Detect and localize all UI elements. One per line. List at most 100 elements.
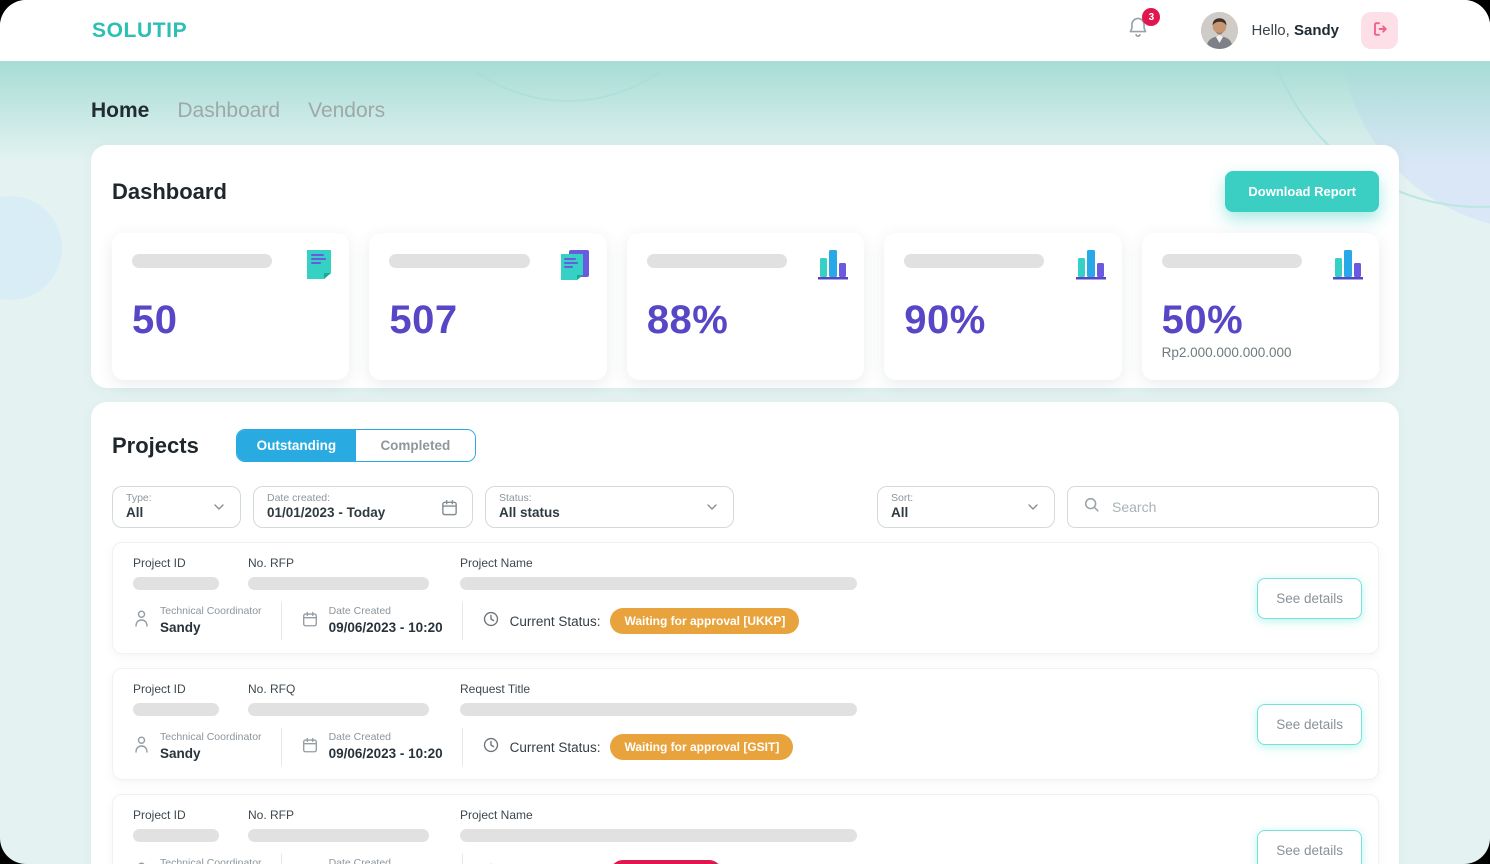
- filter-value: 01/01/2023 - Today: [267, 505, 386, 521]
- divider: [461, 854, 463, 864]
- skeleton-bar: [904, 254, 1045, 268]
- project-name-label: Project Name: [460, 808, 533, 822]
- coordinator-meta: Technical Coordinator Sandy: [133, 731, 262, 762]
- nav-item-dashboard[interactable]: Dashboard: [177, 99, 281, 122]
- tab-outstanding[interactable]: Outstanding: [236, 430, 356, 461]
- filter-label: Type:: [126, 492, 152, 504]
- see-details-button[interactable]: See details: [1257, 577, 1362, 619]
- stat-cards-row: 50 507: [112, 233, 1380, 380]
- project-row: Project ID No. RFP Project Name: [112, 542, 1379, 654]
- stat-value: 88%: [646, 298, 729, 342]
- clock-icon: [482, 610, 500, 633]
- nav-item-vendors[interactable]: Vendors: [308, 99, 386, 122]
- filter-value: All: [126, 505, 144, 521]
- date-created-value: 09/06/2023 - 10:20: [328, 746, 443, 762]
- coordinator-name: Sandy: [160, 746, 201, 762]
- current-status-group: Current Status: Cancel Project: [482, 860, 722, 864]
- skeleton-bar: [646, 254, 787, 268]
- dashboard-panel-header: Dashboard Download Report: [112, 171, 1379, 212]
- user-greeting: Hello, Sandy: [1251, 22, 1339, 39]
- projects-panel: Projects Outstanding Completed Type: All: [91, 402, 1399, 864]
- top-bar: SOLUTIP 3: [0, 0, 1490, 61]
- date-created-filter[interactable]: Date created: 01/01/2023 - Today: [253, 486, 473, 528]
- calendar-icon: [430, 498, 459, 517]
- date-created-label: Date Created: [328, 857, 392, 864]
- see-details-button[interactable]: See details: [1257, 703, 1362, 745]
- status-badge: Waiting for approval [GSIT]: [610, 734, 794, 760]
- project-id-label: Project ID: [133, 682, 186, 696]
- search-input[interactable]: [1112, 499, 1363, 515]
- coordinator-meta: Technical Coordinator Sandy: [133, 857, 262, 864]
- download-report-button[interactable]: Download Report: [1225, 171, 1379, 212]
- bar-chart-icon: [818, 248, 849, 285]
- project-id-label: Project ID: [133, 556, 186, 570]
- stat-card: 90%: [884, 233, 1122, 380]
- divider: [461, 728, 463, 766]
- skeleton-bar: [132, 254, 273, 268]
- skeleton-bar: [133, 829, 219, 842]
- stat-subvalue: Rp2.000.000.000.000: [1161, 345, 1292, 360]
- date-created-label: Date Created: [328, 605, 392, 618]
- current-status-label: Current Status:: [509, 739, 601, 755]
- status-filter-dropdown[interactable]: Status: All status: [485, 486, 734, 528]
- chevron-down-icon: [1015, 499, 1041, 515]
- date-created-meta: Date Created 09/06/2023 - 10:20: [301, 731, 443, 762]
- rfp-number-label: No. RFP: [248, 556, 295, 570]
- clock-icon: [482, 736, 500, 759]
- date-created-value: 09/06/2023 - 10:20: [328, 620, 443, 636]
- app-logo: SOLUTIP: [92, 18, 188, 42]
- current-status-group: Current Status: Waiting for approval [GS…: [482, 734, 794, 760]
- coordinator-label: Technical Coordinator: [160, 857, 262, 864]
- bar-chart-icon: [1333, 248, 1364, 285]
- logout-button[interactable]: [1361, 12, 1398, 49]
- top-bar-right: 3 Hello, Sandy: [1125, 8, 1398, 49]
- chevron-down-icon: [201, 499, 227, 515]
- notification-count-badge: 3: [1142, 8, 1161, 26]
- calendar-icon: [301, 736, 319, 759]
- filters-row: Type: All Date created: 01/01/2023 - Tod…: [112, 486, 1379, 528]
- divider: [280, 602, 282, 640]
- project-row-main: Project ID No. RFQ Request Title: [133, 682, 1241, 766]
- dashboard-panel: Dashboard Download Report: [91, 145, 1399, 388]
- chevron-down-icon: [694, 499, 720, 515]
- skeleton-bar: [460, 829, 857, 842]
- request-title-label: Request Title: [460, 682, 531, 696]
- skeleton-bar: [460, 703, 857, 716]
- project-row-main: Project ID No. RFP Project Name: [133, 808, 1241, 864]
- divider: [280, 854, 282, 864]
- filter-value: All status: [499, 505, 560, 521]
- greeting-prefix: Hello,: [1251, 22, 1290, 39]
- bar-chart-icon: [1075, 248, 1106, 285]
- main-content: Home Dashboard Vendors Dashboard Downloa…: [0, 61, 1490, 864]
- nav-item-home[interactable]: Home: [91, 99, 150, 122]
- date-created-meta: Date Created 09/06/2023 - 10:20: [301, 857, 443, 864]
- skeleton-bar: [248, 577, 429, 590]
- projects-title: Projects: [112, 432, 199, 458]
- rfq-number-label: No. RFQ: [248, 682, 296, 696]
- rfp-number-label: No. RFP: [248, 808, 295, 822]
- dashboard-title: Dashboard: [112, 178, 227, 204]
- status-badge: Cancel Project: [610, 860, 722, 864]
- tab-completed[interactable]: Completed: [355, 430, 475, 461]
- skeleton-bar: [248, 703, 429, 716]
- document-icon: [305, 248, 333, 286]
- stat-card: 88%: [626, 233, 865, 380]
- notifications-button[interactable]: 3: [1125, 8, 1161, 46]
- coordinator-meta: Technical Coordinator Sandy: [133, 605, 262, 636]
- current-status-label: Current Status:: [509, 613, 601, 629]
- divider: [461, 602, 463, 640]
- skeleton-bar: [248, 829, 429, 842]
- filter-value: All: [891, 505, 909, 521]
- sort-filter-dropdown[interactable]: Sort: All: [877, 486, 1055, 528]
- stat-value: 50: [132, 298, 178, 342]
- project-row: Project ID No. RFQ Request Title: [112, 668, 1379, 780]
- see-details-button[interactable]: See details: [1257, 829, 1362, 864]
- calendar-icon: [301, 610, 319, 633]
- documents-stack-icon: [559, 248, 591, 286]
- type-filter-dropdown[interactable]: Type: All: [112, 486, 241, 528]
- stat-card: 50: [112, 233, 350, 380]
- user-avatar[interactable]: [1201, 12, 1239, 49]
- stat-value: 50%: [1161, 298, 1244, 342]
- coordinator-label: Technical Coordinator: [160, 731, 262, 744]
